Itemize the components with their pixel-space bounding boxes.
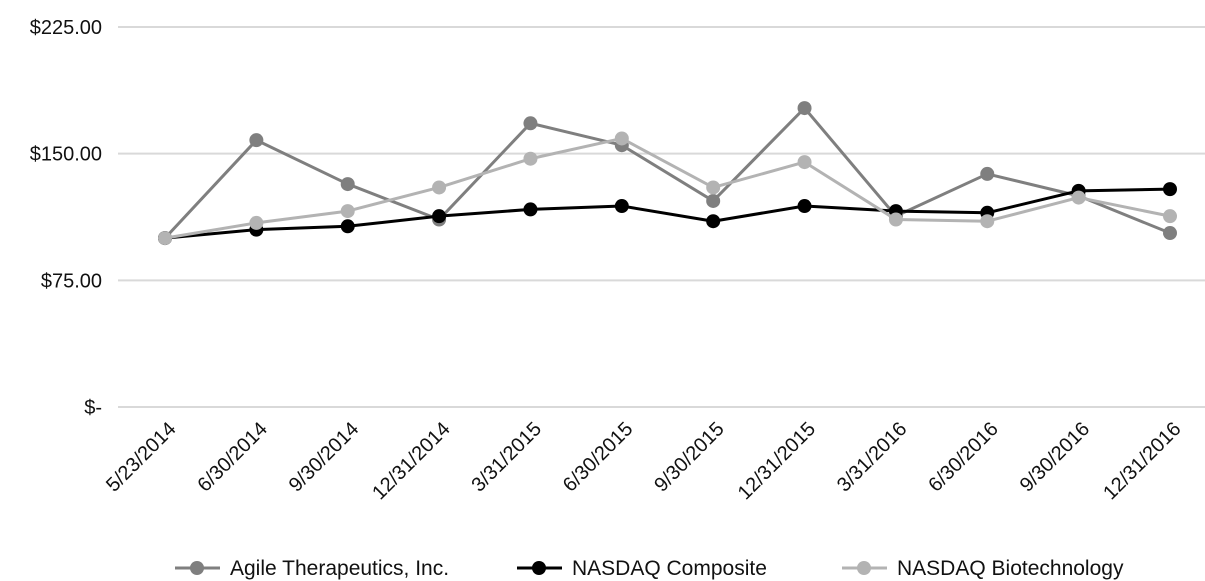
legend-label: Agile Therapeutics, Inc. (230, 557, 449, 580)
legend-marker (532, 561, 546, 575)
legend-item: NASDAQ Biotechnology (842, 557, 1124, 580)
y-tick-label: $150.00 (30, 144, 102, 166)
series-lines (158, 101, 1177, 246)
data-point (523, 151, 538, 166)
series-2 (158, 131, 1177, 246)
data-point (432, 209, 447, 224)
data-point (1163, 226, 1177, 241)
x-tick-label: 9/30/2016 (1016, 418, 1094, 496)
data-point (797, 155, 812, 170)
data-point (980, 214, 995, 229)
data-point (706, 180, 721, 195)
legend-marker (190, 561, 204, 575)
data-point (888, 212, 903, 227)
series-line (163, 106, 1171, 240)
x-tick-label: 9/30/2015 (650, 418, 728, 496)
legend-label: NASDAQ Composite (572, 557, 767, 580)
gridlines (118, 26, 1205, 408)
data-point (706, 214, 721, 229)
x-tick-label: 12/31/2015 (734, 418, 820, 504)
data-point (614, 131, 629, 146)
series-line (164, 187, 1171, 240)
y-tick-label: $75.00 (41, 270, 102, 292)
data-point (1163, 209, 1177, 224)
series-0 (158, 101, 1177, 246)
x-tick-label: 9/30/2014 (285, 418, 363, 496)
legend-marker (857, 561, 871, 575)
data-point (432, 180, 447, 195)
data-point (523, 116, 538, 131)
data-point (797, 199, 812, 214)
x-tick-label: 12/31/2014 (368, 418, 454, 504)
y-tick-label: $225.00 (30, 17, 102, 39)
y-axis-ticks: $- $75.00 $150.00 $225.00 (30, 17, 102, 419)
legend-label: NASDAQ Biotechnology (897, 557, 1124, 580)
data-point (249, 133, 264, 148)
legend-item: NASDAQ Composite (517, 557, 767, 580)
data-point (340, 219, 355, 234)
data-point (249, 215, 264, 230)
series-1 (158, 182, 1177, 246)
legend: Agile Therapeutics, Inc. NASDAQ Composite… (175, 557, 1124, 580)
x-tick-label: 6/30/2014 (193, 418, 271, 496)
data-point (340, 177, 355, 192)
x-tick-label: 3/31/2016 (833, 418, 911, 496)
data-point (1163, 182, 1177, 197)
data-point (980, 166, 995, 181)
x-tick-label: 6/30/2015 (559, 418, 637, 496)
data-point (797, 101, 812, 116)
x-tick-label: 12/31/2016 (1099, 418, 1185, 504)
data-point (340, 204, 355, 219)
legend-item: Agile Therapeutics, Inc. (175, 557, 449, 580)
data-point (523, 202, 538, 217)
data-point (614, 199, 629, 214)
x-tick-label: 6/30/2016 (924, 418, 1002, 496)
x-tick-label: 3/31/2015 (468, 418, 546, 496)
x-axis-ticks: 5/23/2014 6/30/2014 9/30/2014 12/31/2014 3/3… (102, 418, 1185, 504)
y-tick-label: $- (84, 397, 102, 419)
x-tick-label: 5/23/2014 (102, 418, 180, 496)
data-point (706, 193, 721, 208)
data-point (1071, 190, 1086, 205)
series-line (164, 136, 1171, 240)
data-point (158, 231, 172, 246)
